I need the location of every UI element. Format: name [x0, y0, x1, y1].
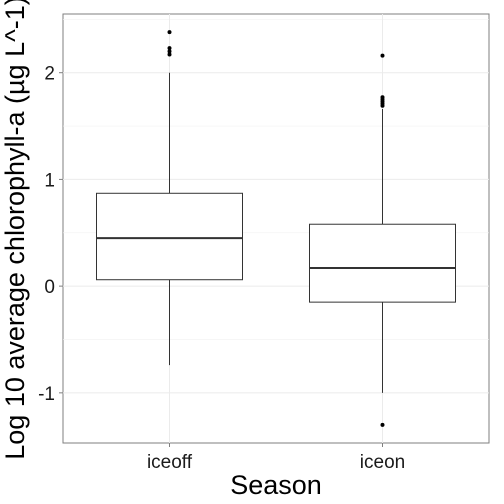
box-iceon: [309, 53, 456, 427]
iqr-box: [96, 192, 243, 281]
boxes: [96, 30, 456, 427]
y-axis-title: Log 10 average chlorophyll-a (µg L^-1): [0, 0, 30, 460]
outlier-point: [167, 52, 172, 57]
outlier-point: [380, 95, 385, 100]
x-axis-ticks: iceoff iceon: [147, 443, 405, 473]
y-tick-label: -1: [38, 384, 55, 405]
iqr-box: [309, 223, 456, 303]
y-axis-ticks: -1 0 1 2: [38, 64, 63, 405]
outlier-point: [167, 49, 172, 54]
y-tick-label: 2: [44, 64, 55, 85]
outlier-point: [167, 46, 172, 51]
y-tick-label: 1: [44, 170, 55, 191]
y-tick-label: 0: [44, 277, 55, 298]
box-iceoff: [96, 30, 243, 366]
outlier-point: [167, 30, 172, 35]
x-axis-title: Season: [230, 470, 322, 500]
outlier-point: [380, 53, 385, 58]
x-tick-label: iceoff: [147, 452, 193, 473]
outlier-point: [380, 422, 385, 427]
x-tick-label: iceon: [360, 452, 405, 473]
